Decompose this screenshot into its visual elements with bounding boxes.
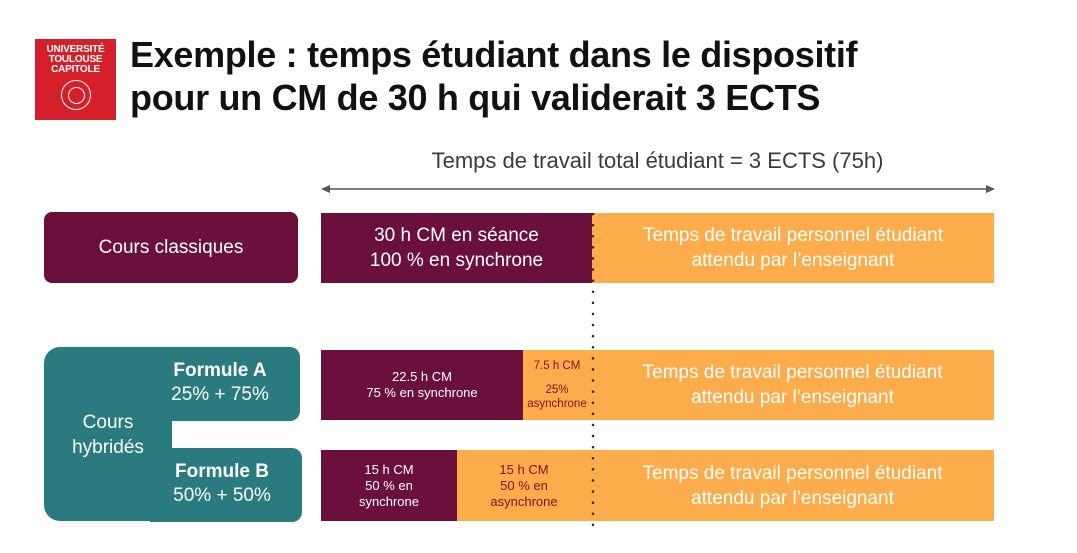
bar-text-line: 22.5 h CM [392, 369, 452, 384]
bar-text-line: asynchrone [527, 398, 587, 410]
bar-text-line: asynchrone [490, 493, 558, 509]
slide-title: Exemple : temps étudiant dans le disposi… [130, 33, 1060, 119]
formula-b-name: Formule B [175, 461, 269, 482]
seal-icon [60, 80, 91, 110]
dotted-divider-line [591, 213, 595, 531]
hybrid-label-line-2: hybridés [72, 437, 144, 458]
bar-text-line: 50 % en [365, 477, 413, 493]
bar-text-line: attendu par l’enseignant [691, 387, 894, 408]
bar-text-line: 15 h CM [499, 461, 549, 477]
bar-formule-a-travail-personnel: Temps de travail personnel étudiant atte… [591, 350, 994, 420]
bar-text-line: Temps de travail personnel étudiant [642, 462, 943, 484]
formula-a-tab [150, 347, 300, 421]
bar-text-line: 50 % en [500, 477, 548, 493]
formula-a-split: 25% + 75% [171, 384, 269, 405]
formula-b-tab [150, 448, 302, 522]
bar-text-line: attendu par l’enseignant [691, 250, 895, 271]
logo-line-1: UNIVERSITÉ [46, 44, 105, 55]
row-label-cours-classiques: Cours classiques [44, 212, 298, 283]
bar-formule-b-asynchrone: 15 h CM 50 % en asynchrone [457, 450, 591, 521]
bar-text-line: Temps de travail personnel étudiant [643, 225, 943, 246]
bar-text-line: attendu par l’enseignant [691, 487, 894, 509]
bar-formule-b-travail-personnel: Temps de travail personnel étudiant atte… [591, 450, 994, 521]
total-time-label: Temps de travail total étudiant = 3 ECTS… [431, 148, 884, 173]
formula-a-name: Formule A [173, 360, 267, 381]
bar-text-line: 7.5 h CM [533, 360, 581, 372]
bar-formule-a-synchrone: 22.5 h CM 75 % en synchrone [321, 350, 523, 420]
bar-text-line: 30 h CM en séance [374, 225, 539, 246]
title-line-2: pour un CM de 30 h qui validerait 3 ECTS [130, 77, 821, 118]
bar-text-line: synchrone [359, 493, 419, 509]
hybrid-label-line-1: Cours [82, 412, 134, 433]
formula-b-split: 50% + 50% [173, 485, 271, 506]
bar-text-line: Temps de travail personnel étudiant [642, 362, 943, 383]
formula-a-label: Formule A 25% + 75% [150, 359, 290, 407]
bar-text-line: 75 % en synchrone [366, 385, 478, 400]
bar-classique-synchrone: 30 h CM en séance 100 % en synchrone [321, 213, 592, 283]
bar-text-line: 25% [545, 384, 569, 396]
bar-text-line: 15 h CM [364, 461, 414, 477]
university-logo: UNIVERSITÉ TOULOUSE CAPITOLE [35, 39, 116, 120]
bar-formule-a-asynchrone: 7.5 h CM 25% asynchrone [523, 350, 591, 420]
row-label-cours-hybrides: Cours hybridés [44, 410, 172, 460]
logo-line-3: CAPITOLE [51, 64, 100, 75]
title-line-1: Exemple : temps étudiant dans le disposi… [130, 34, 858, 75]
logo-line-2: TOULOUSE [48, 54, 103, 65]
bar-text-line: 100 % en synchrone [369, 250, 544, 271]
double-arrow-icon [321, 185, 995, 193]
bar-formule-b-synchrone: 15 h CM 50 % en synchrone [321, 450, 457, 521]
bar-classique-travail-personnel: Temps de travail personnel étudiant atte… [592, 213, 994, 283]
formula-b-label: Formule B 50% + 50% [150, 460, 294, 508]
